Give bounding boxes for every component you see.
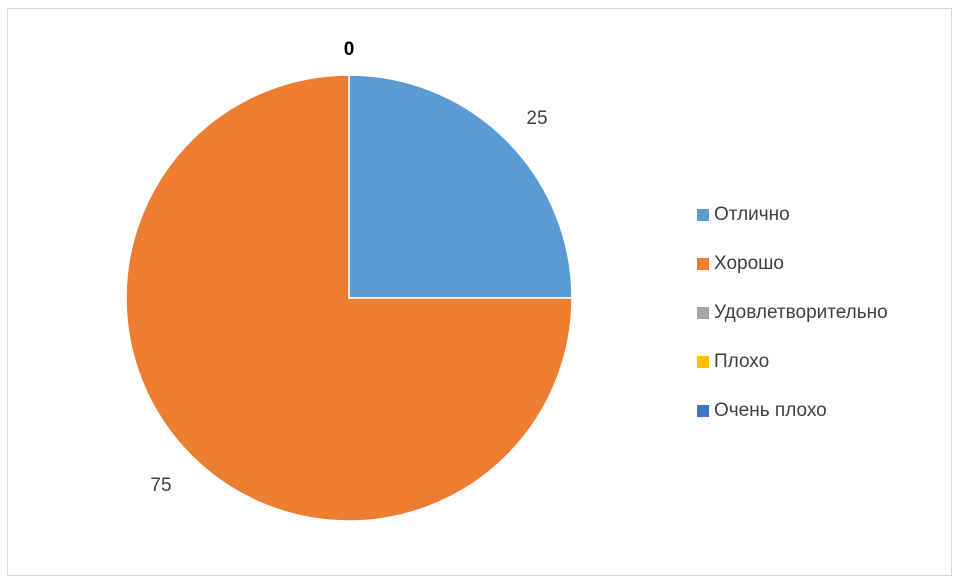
legend-label-ochen-plokho: Очень плохо (714, 399, 827, 421)
data-label-otlichno: 25 (526, 108, 547, 129)
legend: Отлично Хорошо Удовлетворительно Плохо О… (697, 190, 888, 435)
legend-swatch-plokho (697, 355, 709, 368)
legend-label-otlichno: Отлично (714, 203, 790, 225)
legend-label-plokho: Плохо (714, 350, 770, 372)
legend-label-khorosho: Хорошо (714, 252, 784, 274)
pie-slice-khorosho (125, 74, 573, 522)
pie-slice-otlichno (348, 74, 573, 299)
legend-swatch-ochen-plokho (697, 404, 709, 417)
legend-item-khorosho: Хорошо (697, 239, 888, 288)
legend-label-udovletvoritelno: Удовлетворительно (714, 301, 888, 323)
legend-swatch-udovletvoritelno (697, 306, 709, 319)
legend-item-ochen-plokho: Очень плохо (697, 386, 888, 435)
legend-swatch-otlichno (697, 208, 709, 221)
legend-swatch-khorosho (697, 257, 709, 270)
legend-item-udovletvoritelno: Удовлетворительно (697, 288, 888, 337)
legend-item-plokho: Плохо (697, 337, 888, 386)
data-label-khorosho: 75 (150, 475, 171, 496)
data-label-zero: 0 (344, 39, 355, 60)
pie-slices (125, 74, 573, 522)
legend-item-otlichno: Отлично (697, 190, 888, 239)
